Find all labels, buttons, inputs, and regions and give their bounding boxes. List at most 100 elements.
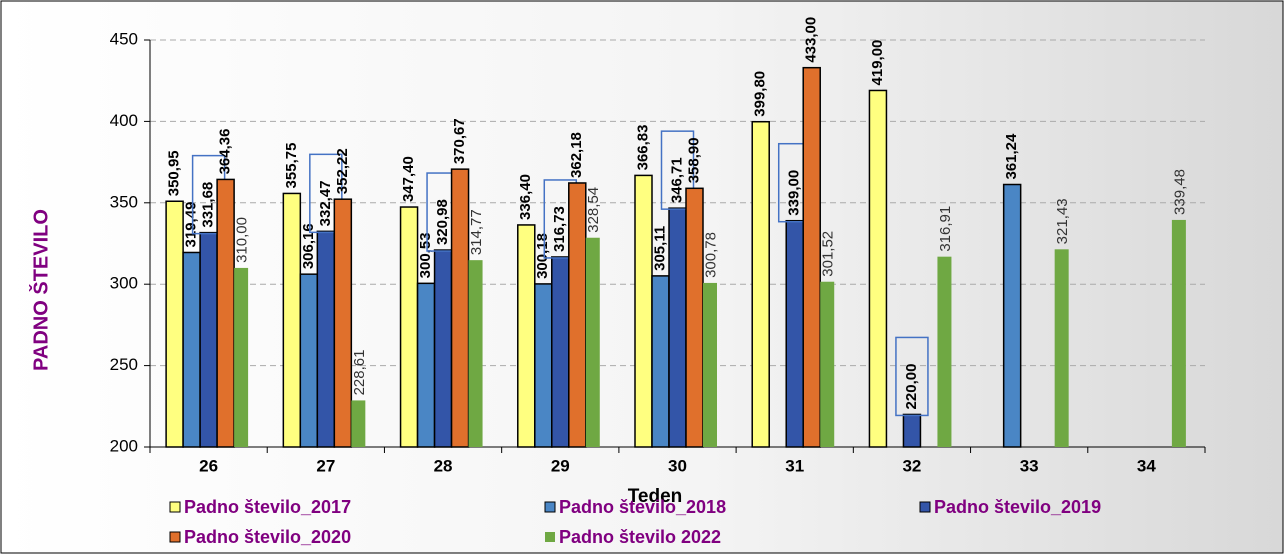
x-tick-label: 29 [551,456,570,475]
bar [433,249,453,448]
data-label: 310,00 [234,217,251,263]
x-tick-label: 33 [1020,456,1039,475]
legend-swatch [169,531,181,543]
data-label: 419,00 [869,40,886,86]
legend-swatch [545,532,555,542]
bar [868,89,888,448]
bar [333,198,353,448]
bar [1171,219,1186,447]
bar [902,413,922,448]
data-label: 366,83 [634,125,651,171]
bar [1002,183,1022,448]
x-tick-label: 28 [434,456,453,475]
data-label: 364,36 [217,129,234,175]
bar [1054,249,1069,447]
data-label: 339,48 [1171,169,1188,215]
y-tick-label: 200 [110,436,138,455]
data-label: 319,49 [183,202,200,248]
bar [234,267,249,447]
data-label: 332,47 [317,180,334,226]
x-tick-label: 34 [1137,456,1156,475]
x-tick-label: 30 [668,456,687,475]
data-label: 314,77 [468,209,485,255]
x-axis-title: Teden [628,486,683,507]
bar [634,174,653,448]
legend-label: Padno število_2020 [184,527,351,547]
bar [282,192,302,448]
bar [785,219,804,448]
data-label: 328,54 [585,187,602,233]
bar [751,120,770,448]
data-label: 362,18 [568,132,585,178]
legend-label: Padno število_2017 [184,497,351,517]
legend-swatch [544,501,556,513]
bar [450,168,470,448]
bar [351,400,366,447]
data-label: 361,24 [1003,133,1020,180]
data-label: 339,00 [786,170,803,216]
legend-label: Padno število 2022 [559,527,721,547]
label-box [660,130,695,210]
y-tick-label: 300 [110,274,138,293]
x-tick-label: 31 [785,456,804,475]
bar [534,283,553,448]
bar [585,237,600,447]
bar [182,251,201,448]
data-label: 336,40 [517,174,534,220]
data-label: 320,98 [434,199,451,245]
x-tick-label: 32 [902,456,921,475]
data-label: 300,78 [702,232,719,278]
bar [199,231,218,448]
bar [165,200,184,448]
bar [802,66,821,448]
data-label: 300,18 [534,233,551,279]
x-tick-label: 26 [199,456,218,475]
legend-swatch [919,501,931,513]
bar [416,282,436,448]
bar [216,178,235,448]
y-tick-label: 350 [110,192,138,211]
bar [468,260,483,447]
bar [820,281,835,447]
data-label: 358,90 [685,137,702,183]
data-label: 301,52 [820,231,837,277]
data-label: 350,95 [166,150,183,196]
bar [551,256,570,448]
legend-label: Padno število_2019 [934,497,1101,517]
y-tick-label: 250 [110,355,138,374]
x-tick-label: 27 [316,456,335,475]
legend-label: Padno število_2018 [559,497,726,517]
data-label: 300,53 [417,232,434,278]
bar [937,256,952,447]
bar [703,282,717,447]
bar [668,207,687,448]
data-label: 355,75 [283,143,300,189]
data-label: 346,71 [668,157,685,203]
legend-swatch [169,501,181,513]
data-label: 316,91 [937,206,954,252]
data-label: 220,00 [903,364,920,410]
y-axis-title: PADNO ŠTEVILO [28,209,52,371]
data-label: 352,22 [334,148,351,194]
data-label: 228,61 [351,350,368,396]
label-box [895,336,929,417]
data-label: 370,67 [451,118,468,164]
data-label: 316,73 [551,206,568,252]
y-tick-label: 450 [110,29,138,48]
label-box [309,153,343,234]
bar [316,230,336,448]
data-label: 433,00 [803,17,820,63]
data-label: 347,40 [400,156,417,202]
data-label: 321,43 [1054,198,1071,244]
data-label: 399,80 [752,71,769,117]
bar [685,187,704,448]
bar [651,275,670,448]
bar [299,273,319,448]
data-label: 306,16 [300,223,317,269]
bar [517,224,536,448]
y-tick-label: 400 [110,111,138,130]
data-label: 305,11 [651,226,668,271]
bar [568,182,587,448]
data-label: 331,68 [200,182,217,228]
